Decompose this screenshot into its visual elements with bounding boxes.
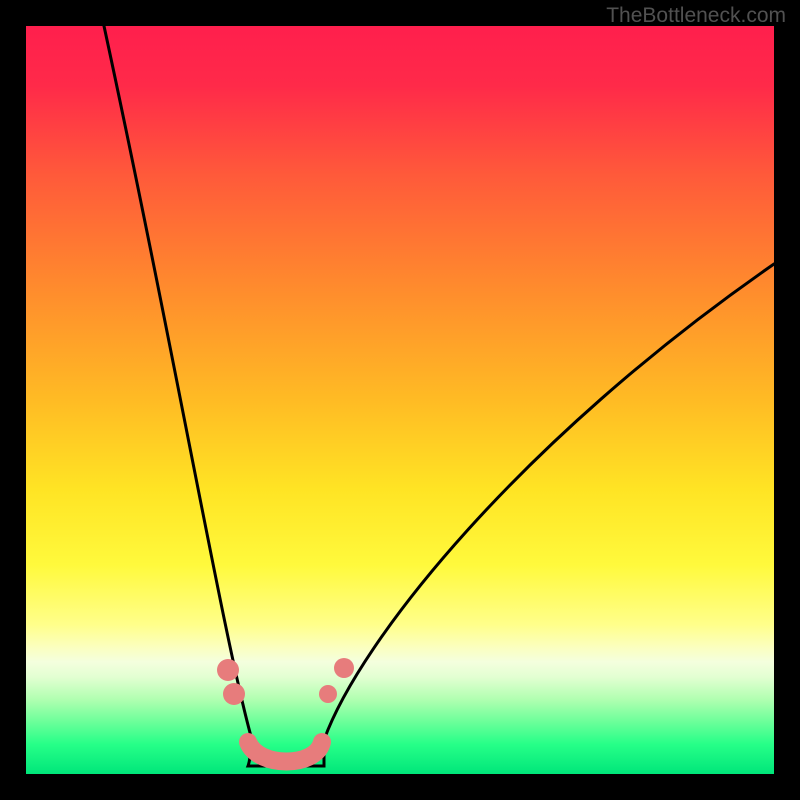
chart-svg — [0, 0, 800, 800]
chart-canvas: TheBottleneck.com — [0, 0, 800, 800]
highlight-dot — [217, 659, 239, 681]
highlight-dot — [223, 683, 245, 705]
watermark-text: TheBottleneck.com — [606, 4, 786, 28]
gradient-background — [26, 26, 774, 774]
highlight-dot — [334, 658, 354, 678]
highlight-dot — [319, 685, 337, 703]
